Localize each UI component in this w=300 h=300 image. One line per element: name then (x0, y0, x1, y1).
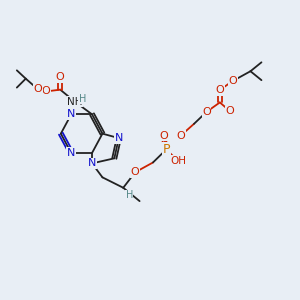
Text: N: N (67, 148, 75, 158)
Text: O: O (226, 106, 235, 116)
Text: NH: NH (67, 97, 83, 107)
Text: O: O (215, 85, 224, 95)
Text: OH: OH (170, 156, 186, 166)
Text: H: H (125, 190, 133, 200)
Text: N: N (88, 158, 96, 168)
Text: H: H (79, 94, 86, 104)
Text: O: O (33, 84, 42, 94)
Text: O: O (56, 72, 64, 82)
Text: O: O (42, 86, 50, 96)
Text: O: O (160, 131, 168, 141)
Text: O: O (202, 107, 211, 117)
Text: O: O (176, 131, 185, 141)
Text: O: O (131, 167, 140, 177)
Text: O: O (228, 76, 237, 86)
Text: N: N (67, 109, 75, 119)
Text: P: P (163, 143, 170, 156)
Text: N: N (115, 133, 123, 143)
